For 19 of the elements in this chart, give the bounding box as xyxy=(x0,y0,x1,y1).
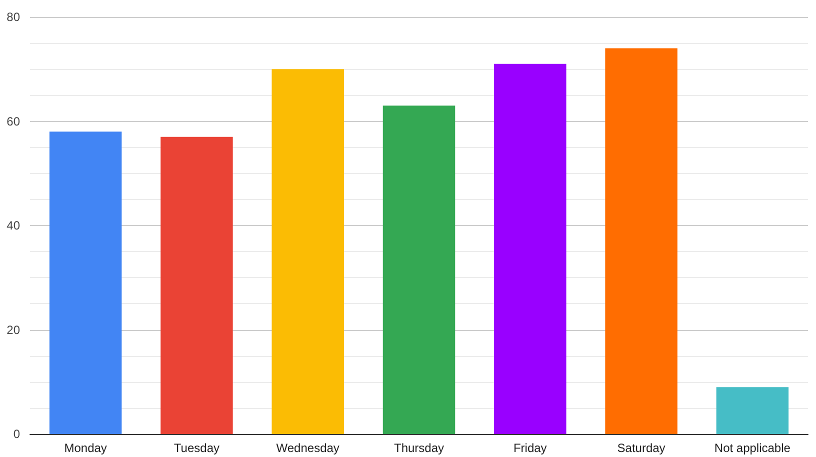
y-tick-label: 80 xyxy=(6,10,20,24)
x-tick-label: Monday xyxy=(64,441,107,455)
x-tick-label: Tuesday xyxy=(174,441,220,455)
bar xyxy=(160,136,233,434)
x-tick-label: Not applicable xyxy=(714,441,791,455)
y-tick-label: 60 xyxy=(6,114,20,128)
x-tick-label: Wednesday xyxy=(276,441,340,455)
bar xyxy=(716,387,789,434)
bar xyxy=(382,106,456,434)
x-tick-label: Friday xyxy=(513,441,547,455)
y-tick-label: 20 xyxy=(6,322,20,337)
bar xyxy=(494,64,566,434)
x-tick-label: Thursday xyxy=(394,441,444,455)
bar xyxy=(605,48,678,434)
y-tick-label: 40 xyxy=(6,218,20,232)
x-tick-label: Saturday xyxy=(617,441,666,455)
bar xyxy=(272,69,344,434)
bar xyxy=(49,132,122,434)
y-tick-label: 0 xyxy=(13,427,20,441)
